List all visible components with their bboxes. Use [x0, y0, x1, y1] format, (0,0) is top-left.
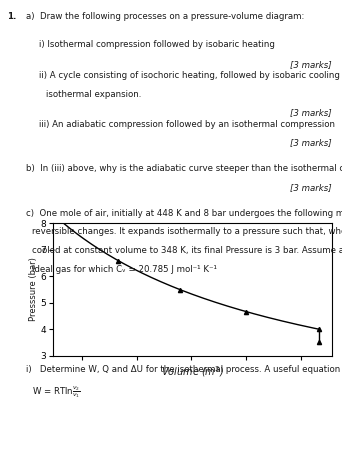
X-axis label: Volume (m$^3$): Volume (m$^3$) — [161, 364, 224, 379]
Text: [3 marks]: [3 marks] — [290, 183, 332, 192]
Text: [3 marks]: [3 marks] — [290, 60, 332, 69]
Y-axis label: Presssure (bar): Presssure (bar) — [28, 258, 38, 321]
Text: i) Isothermal compression followed by isobaric heating: i) Isothermal compression followed by is… — [39, 40, 275, 48]
Text: a)  Draw the following processes on a pressure-volume diagram:: a) Draw the following processes on a pre… — [26, 12, 304, 20]
Text: c)  One mole of air, initially at 448 K and 8 bar undergoes the following mechan: c) One mole of air, initially at 448 K a… — [26, 209, 342, 218]
Text: iii) An adiabatic compression followed by an isothermal compression: iii) An adiabatic compression followed b… — [39, 120, 335, 128]
Text: isothermal expansion.: isothermal expansion. — [46, 90, 142, 99]
Text: b)  In (iii) above, why is the adiabatic curve steeper than the isothermal curve: b) In (iii) above, why is the adiabatic … — [26, 164, 342, 173]
Text: reversible changes. It expands isothermally to a pressure such that, when it is: reversible changes. It expands isotherma… — [32, 227, 342, 236]
Text: cooled at constant volume to 348 K, its final Pressure is 3 bar. Assume air is a: cooled at constant volume to 348 K, its … — [32, 246, 342, 255]
Text: i)   Determine W, Q and ΔU for the isothermal process. A useful equation might b: i) Determine W, Q and ΔU for the isother… — [26, 365, 342, 374]
Text: W = RTln$\frac{v_2}{v_1}$: W = RTln$\frac{v_2}{v_1}$ — [32, 385, 81, 400]
Text: ideal gas for which Cᵥ = 20.785 J mol⁻¹ K⁻¹: ideal gas for which Cᵥ = 20.785 J mol⁻¹ … — [32, 265, 218, 273]
Text: 1.: 1. — [8, 12, 17, 20]
Text: ii) A cycle consisting of isochoric heating, followed by isobaric cooling and fi: ii) A cycle consisting of isochoric heat… — [39, 71, 342, 80]
Text: [3 marks]: [3 marks] — [290, 108, 332, 117]
Text: [3 marks]: [3 marks] — [290, 138, 332, 147]
